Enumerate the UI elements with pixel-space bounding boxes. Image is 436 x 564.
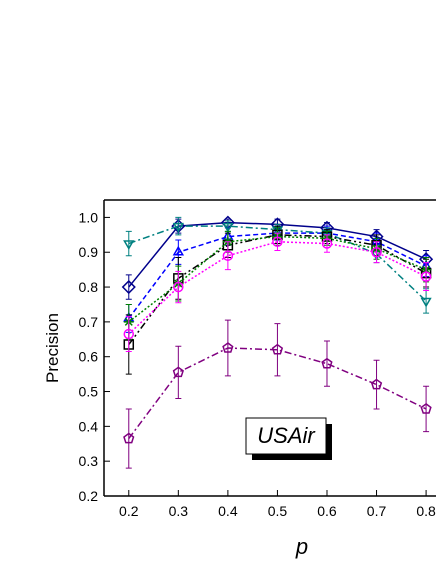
error-bar [373, 359, 380, 410]
y-tick-label: 0.7 [79, 314, 99, 330]
x-tick-label: 0.2 [119, 503, 139, 519]
marker [420, 271, 432, 282]
x-tick-label: 0.6 [317, 503, 337, 519]
error-bar [175, 270, 182, 304]
y-axis-label: Precision [43, 313, 62, 383]
y-tick-label: 0.5 [79, 384, 99, 400]
error-bar [125, 408, 132, 469]
error-bar [125, 230, 132, 257]
marker [420, 297, 432, 308]
error-bar [274, 323, 281, 377]
y-tick-label: 0.2 [79, 488, 99, 504]
annotation-box [245, 417, 327, 455]
y-tick-label: 0.8 [79, 279, 99, 295]
marker [172, 245, 185, 256]
error-bar [423, 385, 430, 433]
x-tick-label: 0.4 [218, 503, 238, 519]
x-tick-label: 0.3 [169, 503, 189, 519]
y-tick-label: 0.9 [79, 244, 99, 260]
marker [420, 402, 432, 414]
marker [172, 366, 184, 378]
x-axis-label: p [295, 534, 308, 559]
x-tick-label: 0.7 [367, 503, 387, 519]
error-bar [224, 319, 231, 377]
y-tick-label: 1.0 [79, 209, 99, 225]
error-bar [323, 340, 330, 387]
marker [121, 279, 136, 295]
error-bar [373, 241, 380, 264]
error-bar [175, 345, 182, 399]
marker [222, 222, 234, 233]
marker [321, 357, 333, 369]
marker [172, 222, 185, 233]
marker [222, 342, 234, 353]
error-bar [224, 241, 231, 271]
marker [371, 246, 382, 258]
x-tick-label: 0.5 [268, 503, 288, 519]
marker [123, 432, 135, 444]
marker [222, 250, 234, 261]
marker [123, 339, 135, 350]
marker [173, 281, 184, 293]
marker [321, 238, 333, 249]
error-bar [274, 232, 281, 251]
marker [370, 378, 383, 390]
error-bar [125, 316, 132, 352]
marker [123, 240, 135, 250]
x-tick-label: 0.8 [416, 503, 436, 519]
error-bar [125, 274, 132, 300]
marker [271, 343, 284, 355]
marker [123, 328, 135, 340]
plot-area [121, 215, 434, 469]
y-tick-label: 0.6 [79, 349, 99, 365]
annotation: USAir [257, 423, 316, 448]
error-bar [323, 234, 330, 253]
marker [272, 236, 283, 248]
y-tick-label: 0.4 [79, 418, 99, 434]
y-tick-label: 0.3 [79, 453, 99, 469]
error-bar [423, 262, 430, 292]
